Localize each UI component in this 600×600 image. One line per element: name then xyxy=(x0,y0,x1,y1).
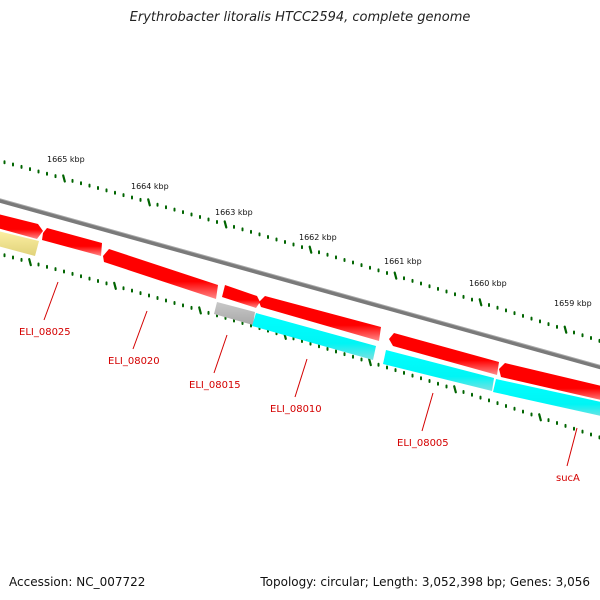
gene-eli-08010-feature[interactable] xyxy=(259,296,381,341)
leader-line-eli-08015 xyxy=(213,334,228,374)
gene-label-eli-08020[interactable]: ELI_08020 xyxy=(108,356,160,367)
kbp-label-1659: 1659 kbp xyxy=(554,299,592,308)
gene-suca-feature[interactable] xyxy=(499,363,600,402)
gene-label-eli-08015[interactable]: ELI_08015 xyxy=(189,380,241,391)
leader-line-suca xyxy=(566,427,578,467)
kbp-label-1660: 1660 kbp xyxy=(469,279,507,288)
kbp-label-1663: 1663 kbp xyxy=(215,208,253,217)
kbp-label-1664: 1664 kbp xyxy=(131,182,169,191)
outer-tick-major xyxy=(62,174,66,183)
inner-tick-major xyxy=(28,258,32,267)
cds-suca-reverse-feature[interactable] xyxy=(493,379,600,418)
map-title: Erythrobacter litoralis HTCC2594, comple… xyxy=(129,10,471,25)
outer-tick-major xyxy=(563,325,568,334)
kbp-label-1662: 1662 kbp xyxy=(299,233,337,242)
gene-gray-feature[interactable] xyxy=(214,302,255,325)
gene-eli-08030-feature[interactable] xyxy=(0,212,43,239)
inner-tick-major xyxy=(538,413,542,422)
gene-eli-08005-feature[interactable] xyxy=(389,333,499,375)
sequence-backbone xyxy=(0,198,600,370)
inner-tick-major xyxy=(368,358,372,367)
leader-line-eli-08025 xyxy=(43,281,59,321)
cds-eli-08005-reverse-feature[interactable] xyxy=(383,350,494,391)
gene-label-suca[interactable]: sucA xyxy=(556,473,580,484)
cds-eli-08010-reverse-feature[interactable] xyxy=(252,313,376,360)
leader-line-eli-08020 xyxy=(132,310,148,350)
accession-text: Accession: NC_007722 xyxy=(9,575,146,589)
gene-eli-08025-feature[interactable] xyxy=(42,228,102,256)
genome-summary-text: Topology: circular; Length: 3,052,398 bp… xyxy=(260,575,590,589)
gene-eli-08015-feature[interactable] xyxy=(222,285,260,308)
outer-tick-major xyxy=(147,198,151,207)
gene-label-eli-08010[interactable]: ELI_08010 xyxy=(270,404,322,415)
leader-line-eli-08005 xyxy=(421,392,434,432)
outer-tick-major xyxy=(308,245,313,254)
gene-label-eli-08025[interactable]: ELI_08025 xyxy=(19,327,71,338)
outer-tick-major xyxy=(478,298,483,307)
inner-tick-major xyxy=(113,281,117,290)
gene-label-eli-08005[interactable]: ELI_08005 xyxy=(397,438,449,449)
outer-tick-marks xyxy=(3,160,600,343)
gene-eli-08020-feature[interactable] xyxy=(103,249,218,299)
inner-tick-major xyxy=(198,306,202,315)
leader-line-eli-08010 xyxy=(294,358,308,398)
outer-tick-major xyxy=(223,220,228,229)
inner-tick-major xyxy=(453,385,457,394)
kbp-label-1661: 1661 kbp xyxy=(384,257,422,266)
gene-rna-feature[interactable] xyxy=(0,229,39,256)
outer-tick-major xyxy=(393,271,398,280)
kbp-label-1665: 1665 kbp xyxy=(47,155,85,164)
